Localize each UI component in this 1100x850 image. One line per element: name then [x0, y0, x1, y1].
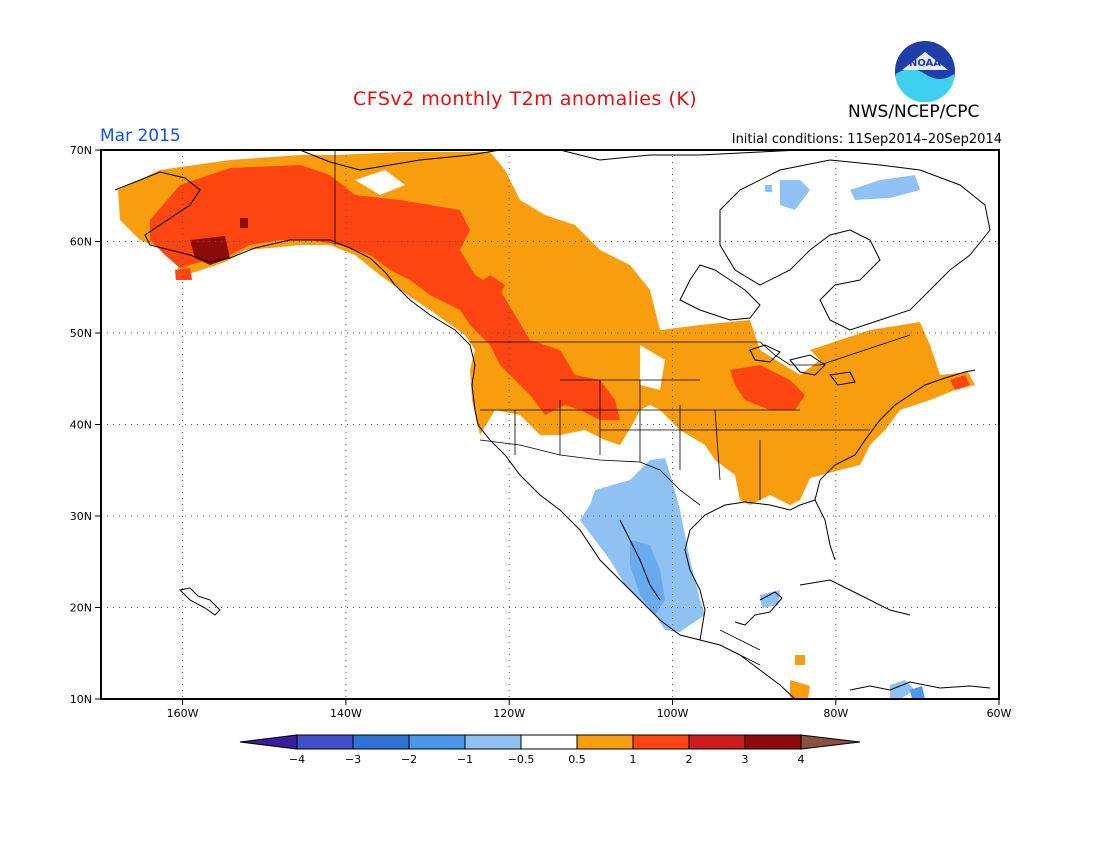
- lon-label: 140W: [330, 707, 362, 720]
- noaa-logo-icon: NOAA: [895, 41, 955, 102]
- colorbar-swatch: [408, 734, 466, 750]
- lat-label: 30N: [70, 510, 92, 523]
- lon-label: 120W: [493, 707, 525, 720]
- colorbar-label: 1: [630, 753, 637, 766]
- colorbar-label: −1: [457, 753, 473, 766]
- lon-label: 100W: [657, 707, 689, 720]
- coastlines: [114, 150, 991, 699]
- lat-label: 20N: [70, 602, 92, 615]
- map-title: CFSv2 monthly T2m anomalies (K): [353, 88, 698, 110]
- colorbar-swatch: [632, 734, 690, 750]
- colorbar-label: −3: [345, 753, 361, 766]
- colorbar-label: 4: [798, 753, 805, 766]
- lon-label: 80W: [823, 707, 848, 720]
- colorbar-swatch: [520, 734, 578, 750]
- colorbar-arrow-low: [239, 734, 298, 750]
- colorbar-swatch: [352, 734, 410, 750]
- colorbar: [239, 734, 861, 750]
- lon-label: 160W: [167, 707, 199, 720]
- lat-label: 70N: [70, 144, 92, 157]
- very-strong-warm-anomaly-region: [190, 218, 248, 265]
- longitude-labels: 160W 140W 120W 100W 80W 60W: [167, 707, 1012, 720]
- colorbar-swatch: [688, 734, 746, 750]
- political-borders: [334, 150, 911, 666]
- colorbar-label: 3: [742, 753, 749, 766]
- colorbar-swatch: [744, 734, 802, 750]
- lat-label: 60N: [70, 236, 92, 249]
- colorbar-label: 0.5: [568, 753, 586, 766]
- agency-label: NWS/NCEP/CPC: [848, 102, 980, 122]
- colorbar-labels: −4 −3 −2 −1 −0.5 0.5 1 2 3 4: [289, 753, 805, 766]
- lat-label: 50N: [70, 327, 92, 340]
- colorbar-swatch: [464, 734, 522, 750]
- lon-label: 60W: [987, 707, 1012, 720]
- colorbar-label: −0.5: [508, 753, 535, 766]
- lat-label: 10N: [70, 693, 92, 706]
- strong-warm-anomaly-region: [150, 165, 970, 420]
- tick-marks: [95, 149, 1000, 705]
- anomaly-shading: [118, 152, 975, 699]
- forecast-month: Mar 2015: [100, 126, 181, 146]
- colorbar-label: 2: [686, 753, 693, 766]
- logo-text: NOAA: [909, 58, 941, 69]
- colorbar-arrow-high: [800, 734, 861, 750]
- colorbar-swatch: [576, 734, 634, 750]
- latitude-labels: 70N 60N 50N 40N 30N 20N 10N: [70, 144, 92, 706]
- colorbar-label: −4: [289, 753, 305, 766]
- initial-conditions: Initial conditions: 11Sep2014–20Sep2014: [731, 132, 1002, 147]
- lat-label: 40N: [70, 419, 92, 432]
- colorbar-label: −2: [401, 753, 417, 766]
- colorbar-swatch: [296, 734, 354, 750]
